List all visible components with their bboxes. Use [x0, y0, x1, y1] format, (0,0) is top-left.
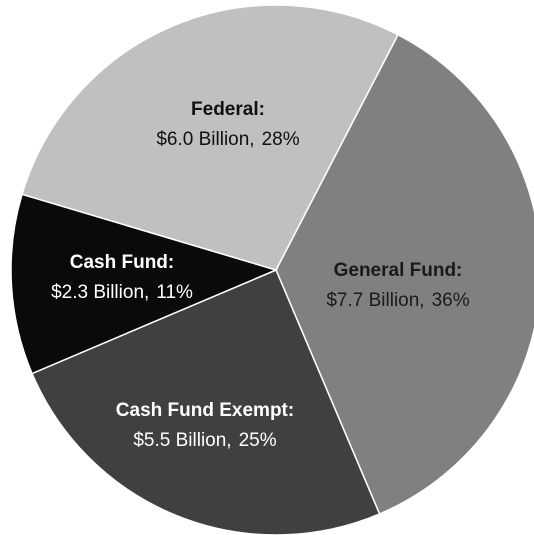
pie-slice — [10, 193, 279, 375]
slice-percent-label: 36% — [432, 290, 470, 311]
slice-percent-label: 25% — [239, 430, 277, 451]
slice-value-label: $7.7 Billion, 36% — [326, 290, 469, 311]
slice-amount-label: $5.5 Billion, — [133, 430, 231, 451]
slice-category-label: Cash Fund: — [70, 252, 175, 273]
slice-value-label: $2.3 Billion, 11% — [51, 282, 193, 303]
slice-value-label: $6.0 Billion, 28% — [156, 129, 299, 150]
slice-category-label: Federal: — [191, 99, 265, 120]
pie-slice — [21, 4, 399, 271]
slice-amount-label: $6.0 Billion, — [156, 129, 254, 150]
slice-percent-label: 28% — [262, 129, 300, 150]
slice-percent-label: 11% — [156, 282, 193, 303]
slice-category-label: Cash Fund Exempt: — [116, 400, 294, 421]
slice-value-label: $5.5 Billion, 25% — [133, 430, 276, 451]
pie-slice — [31, 269, 381, 535]
pie-slice — [275, 33, 534, 515]
slice-amount-label: $7.7 Billion, — [326, 290, 424, 311]
slice-amount-label: $2.3 Billion, — [51, 282, 149, 303]
slice-category-label: General Fund: — [334, 260, 463, 281]
